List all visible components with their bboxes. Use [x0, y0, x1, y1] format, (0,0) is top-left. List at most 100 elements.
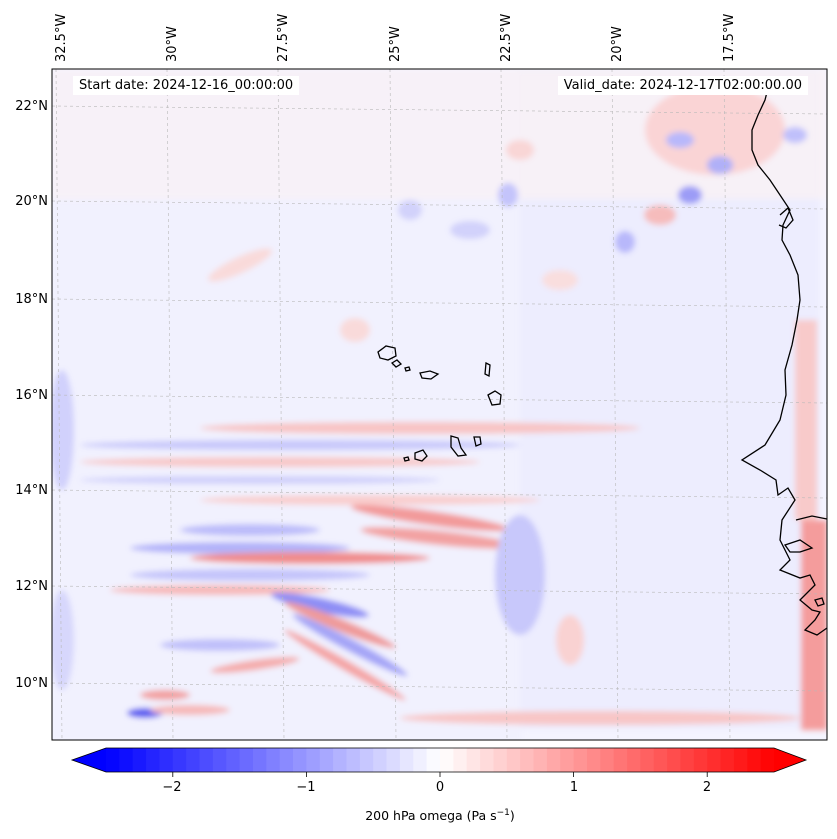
- omega-cell: [80, 476, 440, 484]
- colorbar-segment: [293, 748, 307, 772]
- colorbar-label-exponent: −1: [496, 808, 510, 818]
- island-santa-luzia: [404, 366, 411, 372]
- island-sao-nicolau: [419, 370, 440, 380]
- omega-field: [52, 69, 827, 740]
- omega-cell: [200, 422, 640, 434]
- colorbar-segment: [560, 748, 575, 772]
- omega-cell: [360, 527, 520, 549]
- colorbar: [70, 747, 808, 777]
- omega-cell: [615, 231, 635, 253]
- colorbar-segment: [693, 748, 708, 772]
- colorbar-segment: [386, 748, 401, 772]
- omega-cell: [180, 524, 320, 536]
- island-santo-antao: [377, 345, 397, 361]
- omega-cell: [284, 601, 396, 649]
- colorbar-segment: [199, 748, 214, 772]
- colorbar-segment: [399, 748, 414, 772]
- omega-cell: [110, 585, 330, 595]
- omega-cell: [130, 542, 350, 554]
- coast-island: [814, 597, 825, 607]
- lon-label: 25°W: [388, 26, 403, 62]
- meridian-line: [611, 69, 619, 740]
- colorbar-segment: [359, 748, 374, 772]
- colorbar-label-text: 200 hPa omega (Pa s: [365, 808, 497, 824]
- omega-cell: [498, 183, 518, 207]
- colorbar-segment: [159, 748, 174, 772]
- colorbar-segment: [453, 748, 468, 772]
- omega-cell: [450, 221, 490, 239]
- colorbar-segment: [252, 748, 267, 772]
- meridian-line: [166, 69, 174, 740]
- omega-cell: [52, 590, 74, 690]
- colorbar-segment: [600, 748, 615, 772]
- start-date-label: Start date: 2024-12-16_00:00:00: [73, 76, 300, 95]
- colorbar-segment: [506, 748, 521, 772]
- omega-cell: [506, 140, 534, 160]
- colorbar-extend-min: [72, 748, 106, 772]
- omega-cell: [801, 520, 827, 730]
- lon-label: 32.5°W: [54, 13, 69, 62]
- meridian-line: [723, 69, 731, 740]
- omega-cell: [645, 85, 785, 175]
- lon-label: 20°W: [610, 26, 625, 62]
- island-fogo: [414, 449, 428, 462]
- omega-cell: [140, 690, 190, 700]
- colorbar-segment: [573, 748, 588, 772]
- colorbar-segment: [707, 748, 722, 772]
- lat-label: 18°N: [15, 292, 48, 307]
- colorbar-segment: [226, 748, 241, 772]
- island-sal: [484, 361, 491, 378]
- colorbar-tick-label: 0: [435, 780, 445, 795]
- colorbar-segment: [613, 748, 628, 772]
- colorbar-segment: [106, 748, 120, 772]
- omega-cell: [350, 504, 510, 532]
- lon-label: 27.5°W: [276, 13, 291, 62]
- lat-label: 14°N: [15, 483, 48, 498]
- omega-cell: [678, 186, 702, 204]
- colorbar-segment: [533, 748, 548, 772]
- omega-cell: [80, 440, 520, 450]
- omega-cell: [644, 205, 676, 225]
- gridlines: [52, 69, 827, 740]
- omega-cell: [52, 370, 74, 490]
- colorbar-segment: [266, 748, 281, 772]
- omega-cell: [556, 615, 584, 665]
- omega-cell: [292, 614, 408, 676]
- colorbar-segment: [212, 748, 227, 772]
- omega-cell: [783, 127, 807, 143]
- colorbar-segment: [546, 748, 561, 772]
- omega-cell: [284, 629, 406, 701]
- island-brava: [403, 456, 410, 462]
- colorbar-segment: [440, 748, 454, 772]
- colorbar-segment: [333, 748, 348, 772]
- omega-cell: [190, 552, 430, 564]
- omega-cell: [400, 711, 800, 725]
- island-maio: [473, 436, 482, 447]
- omega-cell: [666, 132, 694, 148]
- lat-label: 20°N: [15, 194, 48, 209]
- colorbar-segment: [306, 748, 321, 772]
- omega-cell: [271, 592, 369, 618]
- island-santiago: [450, 435, 468, 457]
- colorbar-tick-label: −1: [296, 780, 316, 795]
- omega-cell: [795, 320, 817, 520]
- colorbar-segment: [172, 748, 187, 772]
- colorbar-segment: [132, 748, 147, 772]
- omega-cell: [80, 457, 480, 467]
- coastlines: [377, 79, 827, 636]
- colorbar-segment: [279, 748, 294, 772]
- coast-inlet: [778, 206, 794, 229]
- colorbar-label-close: ): [509, 808, 515, 824]
- omega-cell: [495, 515, 545, 635]
- colorbar-segment: [413, 748, 428, 772]
- coast-inlet: [783, 539, 814, 553]
- colorbar-segment: [747, 748, 762, 772]
- omega-cell: [130, 569, 370, 581]
- lat-label: 16°N: [15, 388, 48, 403]
- colorbar-tick-label: 1: [569, 780, 579, 795]
- meridian-line: [500, 69, 508, 740]
- colorbar-segment: [680, 748, 695, 772]
- colorbar-segment: [520, 748, 535, 772]
- lon-label: 30°W: [165, 26, 180, 62]
- colorbar-extend-max: [774, 748, 806, 772]
